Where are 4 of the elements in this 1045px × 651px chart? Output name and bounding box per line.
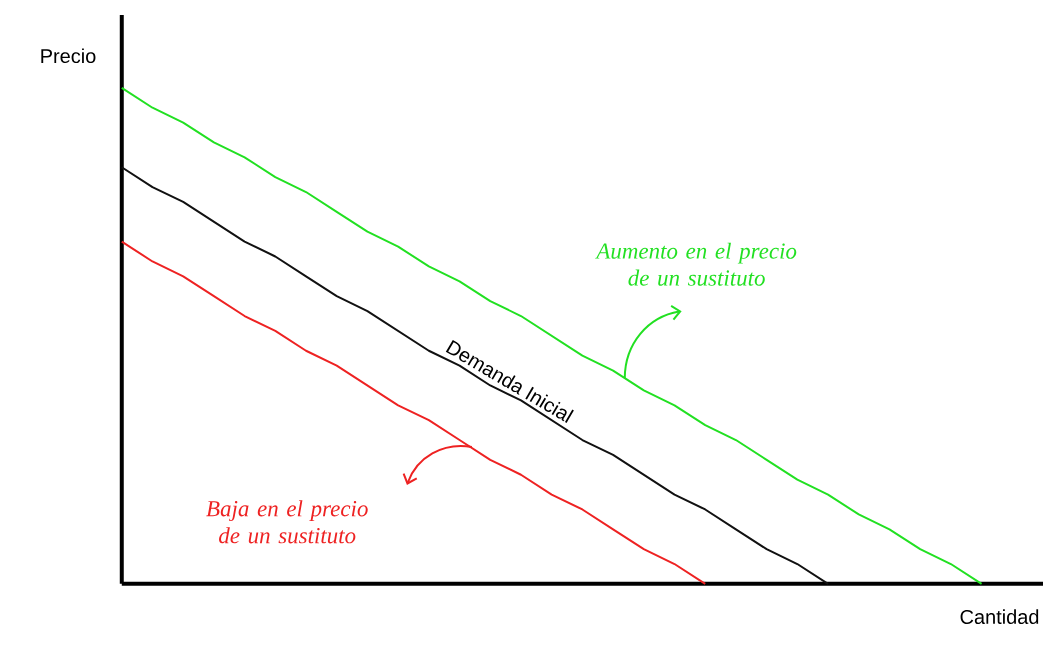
- x-axis-title: Cantidad: [960, 609, 1039, 625]
- y-axis-title: Precio: [41, 48, 96, 64]
- text: Aumento en el precio de un sustituto: [595, 242, 797, 286]
- text: Baja en el precio de un sustituto: [206, 500, 368, 544]
